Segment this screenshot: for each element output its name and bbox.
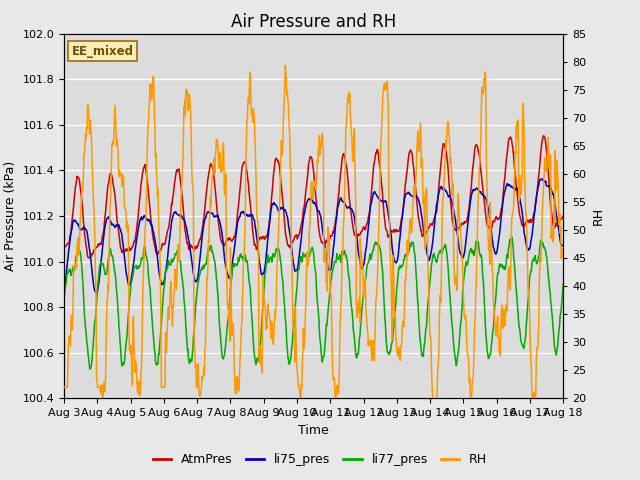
Legend: AtmPres, li75_pres, li77_pres, RH: AtmPres, li75_pres, li77_pres, RH bbox=[148, 448, 492, 471]
Text: EE_mixed: EE_mixed bbox=[72, 45, 134, 58]
X-axis label: Time: Time bbox=[298, 424, 329, 437]
Y-axis label: RH: RH bbox=[592, 207, 605, 225]
Y-axis label: Air Pressure (kPa): Air Pressure (kPa) bbox=[4, 161, 17, 271]
Title: Air Pressure and RH: Air Pressure and RH bbox=[231, 12, 396, 31]
